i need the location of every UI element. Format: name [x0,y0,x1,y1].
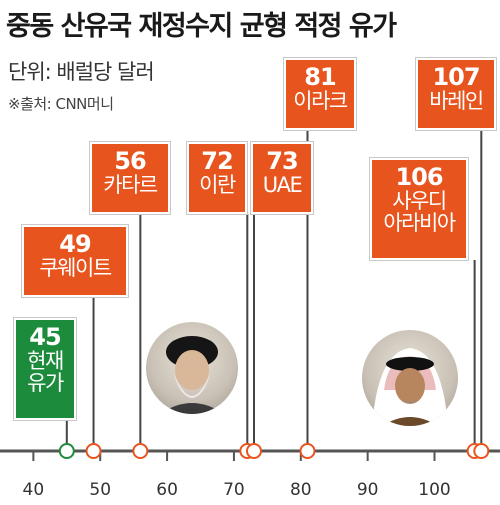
data-value-label: 49 [59,230,91,258]
point-label: 이라크 [293,89,348,114]
x-tick-label: 40 [23,480,45,500]
data-point [299,443,316,459]
point-label: 카타르 [103,173,158,198]
data-point [85,443,102,459]
chart-title: 중동 산유국 재정수지 균형 적정 유가 [6,11,397,42]
point-label: UAE [262,173,303,198]
source-label: ※출처: CNN머니 [8,95,114,113]
country-label-box: 56 카타르 [90,142,170,214]
point-label: 쿠웨이트 [39,256,112,281]
data-point [58,443,75,459]
point-label: 유가 [27,371,64,396]
x-tick-label: 60 [156,480,178,500]
saudi-king-portrait-icon [362,330,458,426]
country-label-box: 81 이라크 [284,58,356,130]
point-label: 현재 [27,349,64,374]
data-value-label: 107 [432,63,480,91]
x-tick-label: 70 [223,480,245,500]
data-value-label: 73 [266,147,298,175]
data-value-label: 106 [395,163,443,191]
data-value-label: 45 [29,323,61,351]
point-label: 이란 [199,173,236,198]
unit-label: 단위: 배럴당 달러 [8,60,155,84]
country-label-box: 106 사우디 아라비아 [370,158,468,260]
country-label-box: 73 UAE [251,142,313,214]
point-label: 바레인 [429,89,484,114]
point-label: 사우디 [392,189,447,214]
current-price-label-box: 45 현재 유가 [14,318,76,420]
data-value-label: 81 [304,63,336,91]
x-tick-label: 50 [89,480,111,500]
data-point [473,443,490,459]
iran-leader-portrait-icon [146,322,238,414]
data-point [132,443,149,459]
point-label: 아라비아 [383,211,456,236]
country-label-box: 72 이란 [187,142,247,214]
x-tick-label: 100 [418,480,450,500]
x-tick-label: 90 [357,480,379,500]
country-label-box: 107 바레인 [416,58,496,130]
data-value-label: 56 [114,147,146,175]
data-point [246,443,262,459]
x-tick-label: 80 [290,480,312,500]
country-label-box: 49 쿠웨이트 [22,225,128,297]
data-value-label: 72 [201,147,233,175]
